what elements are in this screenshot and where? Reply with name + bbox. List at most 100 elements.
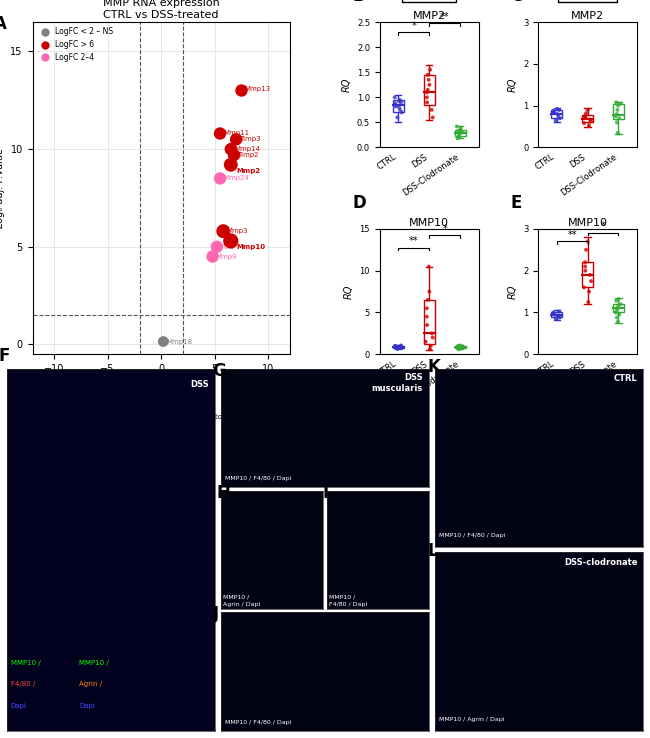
Point <box>582 235 593 247</box>
Point <box>549 308 559 320</box>
Text: E: E <box>510 194 522 212</box>
Point <box>207 251 218 263</box>
Point <box>611 295 621 307</box>
Point <box>452 133 463 145</box>
Text: Agrin / Dapi: Agrin / Dapi <box>223 601 260 607</box>
Point <box>551 313 561 325</box>
Point <box>390 97 400 109</box>
Text: MMP10 / F4/80 / Dapi: MMP10 / F4/80 / Dapi <box>439 534 506 538</box>
Text: Mmp3: Mmp3 <box>226 228 248 234</box>
Point <box>580 111 590 123</box>
Text: C: C <box>510 0 523 5</box>
Point <box>612 305 622 317</box>
Y-axis label: Log₀ adj. P.Value: Log₀ adj. P.Value <box>0 148 5 228</box>
Point <box>396 339 406 351</box>
Point <box>612 117 622 128</box>
Point <box>452 340 463 352</box>
Point <box>422 294 433 306</box>
Point <box>454 129 464 141</box>
Point <box>215 173 226 184</box>
Point <box>237 85 247 97</box>
Point <box>422 311 432 323</box>
Point <box>454 341 464 353</box>
Text: *: * <box>601 221 605 232</box>
Point <box>218 225 229 237</box>
Point <box>612 104 623 116</box>
Text: *: * <box>442 224 447 234</box>
Point <box>581 107 592 119</box>
Point <box>549 308 559 320</box>
Point <box>392 111 402 123</box>
Point <box>580 112 591 124</box>
Point <box>226 143 236 155</box>
Point <box>422 97 432 108</box>
Point <box>613 316 623 328</box>
Point <box>554 104 565 116</box>
Text: MMP10 /: MMP10 / <box>79 660 109 666</box>
Text: Timp2: Timp2 <box>237 152 259 158</box>
Point <box>422 86 432 98</box>
Text: DSS-clodronate: DSS-clodronate <box>564 558 637 567</box>
Point <box>229 149 239 161</box>
Point <box>426 104 437 116</box>
Point <box>580 110 590 122</box>
Point <box>583 296 593 308</box>
X-axis label: Log₂ fold change: Log₂ fold change <box>120 379 202 390</box>
Text: MMP10 /: MMP10 / <box>223 594 249 599</box>
Point <box>552 108 562 120</box>
Point <box>614 293 624 305</box>
Point <box>422 84 433 96</box>
Point <box>424 286 435 297</box>
Point <box>231 134 241 145</box>
Point <box>584 120 594 131</box>
Text: Mmp13: Mmp13 <box>244 86 271 92</box>
Point <box>552 310 562 322</box>
Point <box>549 106 559 118</box>
Text: **: ** <box>440 12 449 22</box>
Point <box>422 92 432 103</box>
Text: MMP10 /: MMP10 / <box>10 660 40 666</box>
Text: L: L <box>427 542 437 560</box>
Text: Mmp2: Mmp2 <box>236 168 260 173</box>
Point <box>425 64 436 76</box>
Point <box>554 311 565 323</box>
Point <box>585 114 595 125</box>
Point <box>421 336 431 348</box>
Point <box>578 281 589 293</box>
Text: D: D <box>352 194 366 212</box>
Point <box>580 261 590 272</box>
Point <box>425 343 436 355</box>
Text: **: ** <box>567 230 577 240</box>
Title: MMP2: MMP2 <box>571 11 604 21</box>
Point <box>424 74 434 86</box>
Point <box>158 336 168 348</box>
Text: Dapi: Dapi <box>10 703 27 709</box>
Text: F4/80 /: F4/80 / <box>10 681 35 687</box>
Point <box>610 110 621 122</box>
Text: Mmp11: Mmp11 <box>224 131 250 137</box>
Point <box>396 106 407 118</box>
Point <box>616 97 626 109</box>
Point <box>226 159 236 170</box>
Text: H: H <box>217 483 231 502</box>
Y-axis label: RQ: RQ <box>508 77 517 92</box>
Text: A: A <box>0 15 6 33</box>
Y-axis label: RQ: RQ <box>508 284 517 299</box>
Point <box>614 112 625 124</box>
Point <box>613 100 623 111</box>
Point <box>455 339 465 351</box>
Text: Mmp9: Mmp9 <box>216 254 237 260</box>
Text: Mmp10: Mmp10 <box>236 244 265 249</box>
Point <box>422 69 433 80</box>
Point <box>613 127 623 139</box>
Text: MMP10 / F4/80 / Dapi: MMP10 / F4/80 / Dapi <box>225 476 291 481</box>
Text: MMP10 /: MMP10 / <box>329 594 355 599</box>
Point <box>422 319 432 331</box>
Point <box>553 311 564 323</box>
Point <box>396 342 407 354</box>
Point <box>585 269 595 280</box>
Point <box>551 114 561 126</box>
Text: F4/80 / Dapi: F4/80 / Dapi <box>329 601 367 607</box>
Point <box>610 306 621 318</box>
Point <box>586 116 596 128</box>
